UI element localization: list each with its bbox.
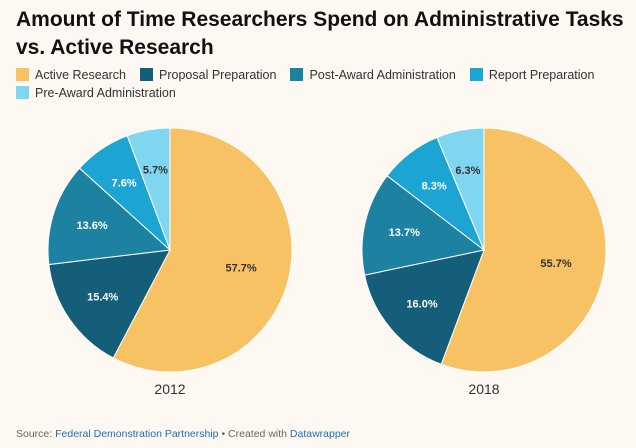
legend-item-proposal-preparation: Proposal Preparation — [140, 67, 276, 82]
legend-swatch — [469, 68, 483, 81]
pie-2018-value-label-post-award-administration: 13.7% — [389, 227, 420, 239]
pie-2012-slice-pre-award-administration — [126, 127, 171, 251]
pie-2018-slice-pre-award-administration — [436, 127, 485, 251]
legend-label: Active Research — [35, 67, 127, 82]
legend-item-post-award-administration: Post-Award Administration — [290, 67, 456, 82]
pie-2012-value-label-pre-award-administration: 5.7% — [143, 165, 168, 177]
source-note: Source: Federal Demonstration Partnershi… — [16, 428, 350, 440]
credit-prefix: • Created with — [218, 428, 290, 440]
pie-2018-value-label-active-research: 55.7% — [540, 258, 571, 270]
pie-2018-slice-post-award-administration — [361, 175, 486, 276]
legend-swatch — [16, 86, 29, 99]
legend-label: Report Preparation — [488, 67, 595, 82]
pie-charts: 57.7% 15.4% 13.6% 7.6% 5.7% 2012 55.7% 16.0% 13.… — [47, 127, 607, 397]
pie-2012-value-label-report-preparation: 7.6% — [112, 177, 137, 189]
pie-2018-slice-proposal-preparation — [364, 249, 485, 365]
pie-2018-label: 2018 — [468, 381, 499, 397]
legend-item-active-research: Active Research — [16, 67, 126, 82]
legend-item-pre-award-administration: Pre-Award Administration — [16, 85, 176, 100]
legend-label: Post-Award Administration — [309, 67, 456, 82]
source-link[interactable]: Federal Demonstration Partnership — [55, 428, 219, 440]
pie-2018-value-label-proposal-preparation: 16.0% — [406, 298, 437, 310]
pie-2012-slice-proposal-preparation — [48, 249, 171, 359]
legend-swatch — [140, 68, 154, 81]
legend-swatch — [16, 68, 29, 81]
chart-title: Amount of Time Researchers Spend on Admi… — [16, 8, 624, 59]
legend-label: Pre-Award Administration — [35, 85, 176, 100]
pie-2012-slice-active-research — [112, 127, 293, 373]
pie-2018-value-label-report-preparation: 8.3% — [422, 180, 447, 192]
source-prefix: Source: — [16, 428, 56, 440]
datawrapper-link[interactable]: Datawrapper — [289, 428, 351, 440]
pie-2012-label: 2012 — [154, 381, 185, 397]
pie-2012-slice-post-award-administration — [47, 167, 172, 266]
legend-item-report-preparation: Report Preparation — [469, 67, 595, 82]
legend-label: Proposal Preparation — [159, 67, 277, 82]
pie-2018-slice-active-research — [440, 127, 607, 373]
pie-2012-value-label-proposal-preparation: 15.4% — [87, 291, 118, 303]
legend: Active Research Proposal Preparation Pos… — [16, 67, 626, 100]
pie-2012-value-label-active-research: 57.7% — [225, 263, 256, 275]
pie-2012-value-label-post-award-administration: 13.6% — [77, 220, 108, 232]
legend-swatch — [290, 68, 304, 81]
pie-2018-value-label-pre-award-administration: 6.3% — [455, 165, 480, 177]
